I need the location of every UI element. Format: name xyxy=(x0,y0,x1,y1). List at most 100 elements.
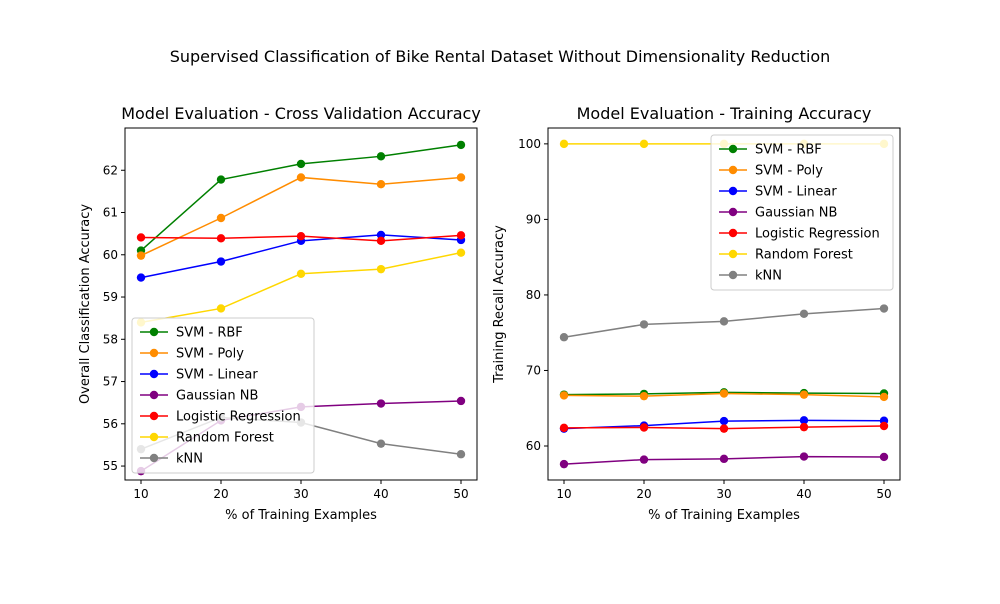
cv-data-point xyxy=(136,233,146,242)
cv-legend-label: kNN xyxy=(176,452,203,467)
training-chart-title: Model Evaluation - Training Accuracy xyxy=(577,104,872,123)
cv-legend-marker xyxy=(149,390,159,400)
cv-xtick-label: 20 xyxy=(213,487,228,501)
training-legend-label: Gaussian NB xyxy=(755,206,837,221)
cv-data-point xyxy=(456,248,466,257)
cv-ytick-label: 57 xyxy=(103,375,118,389)
cv-legend-label: SVM - Poly xyxy=(176,347,244,362)
cv-legend-marker xyxy=(149,369,159,379)
training-data-point xyxy=(719,424,729,433)
training-data-point xyxy=(559,391,569,400)
training-chart-ylabel: Training Recall Accuracy xyxy=(492,225,507,384)
training-legend-marker xyxy=(728,186,738,196)
training-data-point xyxy=(559,139,569,149)
training-legend-box xyxy=(710,134,894,291)
training-data-point xyxy=(719,416,729,426)
cv-ytick-label: 62 xyxy=(103,163,118,177)
training-legend-label: SVM - Poly xyxy=(755,164,823,179)
cv-ytick-label: 56 xyxy=(103,417,118,431)
training-data-point xyxy=(559,459,569,469)
cv-data-point xyxy=(216,213,226,223)
training-legend: SVM - RBF SVM - Poly SVM - Linear Gaussian … xyxy=(710,134,894,291)
cv-data-point xyxy=(456,396,466,406)
training-legend-label: SVM - Linear xyxy=(755,185,837,200)
cv-legend-marker xyxy=(149,348,159,358)
cv-legend-box xyxy=(131,317,315,474)
cv-chart-title: Model Evaluation - Cross Validation Accu… xyxy=(121,104,481,123)
training-axes-frame xyxy=(547,127,901,481)
training-accuracy-chart: Model Evaluation - Training Accuracy % o… xyxy=(492,104,901,523)
cv-data-point xyxy=(216,257,226,266)
training-data-point xyxy=(879,452,889,462)
training-data-point xyxy=(639,139,649,149)
training-legend-marker xyxy=(728,270,738,280)
training-legend-label: Logistic Regression xyxy=(755,227,880,242)
cv-data-point xyxy=(296,269,306,278)
cv-data-point xyxy=(456,140,466,150)
training-xtick-label: 20 xyxy=(636,487,651,501)
cv-data-point xyxy=(376,152,386,161)
cv-data-point xyxy=(296,173,306,182)
training-legend-marker xyxy=(728,207,738,217)
figure-suptitle: Supervised Classification of Bike Rental… xyxy=(170,47,831,66)
cv-legend-marker xyxy=(149,453,159,463)
training-data-point xyxy=(639,423,649,432)
training-data-point xyxy=(559,333,569,342)
cv-data-point xyxy=(296,159,306,169)
cv-series-line xyxy=(140,251,462,324)
cv-data-point xyxy=(376,180,386,189)
training-data-point xyxy=(559,423,569,433)
cv-ytick-label: 58 xyxy=(103,332,118,346)
cv-data-point xyxy=(456,173,466,182)
training-data-point xyxy=(879,304,889,313)
cv-axes-frame xyxy=(124,127,478,481)
cv-chart-xlabel: % of Training Examples xyxy=(225,508,377,523)
training-xtick-label: 30 xyxy=(716,487,731,501)
cv-legend-marker xyxy=(149,327,159,337)
cv-accuracy-chart: Model Evaluation - Cross Validation Accu… xyxy=(78,104,481,523)
cv-xtick-label: 30 xyxy=(293,487,308,501)
training-data-point xyxy=(639,391,649,401)
training-legend-marker xyxy=(728,165,738,175)
cv-legend: SVM - RBF SVM - Poly SVM - Linear Gaussian … xyxy=(131,317,315,474)
training-ytick-label: 60 xyxy=(526,439,541,453)
cv-data-point xyxy=(376,264,386,274)
training-xtick-label: 10 xyxy=(556,487,571,501)
cv-data-point xyxy=(296,231,306,241)
cv-legend-marker xyxy=(149,432,159,442)
training-ytick-label: 80 xyxy=(526,288,541,302)
cv-legend-marker xyxy=(149,411,159,421)
cv-data-point xyxy=(376,439,386,448)
cv-chart-ylabel: Overall Classification Accuracy xyxy=(78,204,93,404)
cv-legend-label: SVM - RBF xyxy=(176,326,243,341)
training-data-point xyxy=(799,422,809,432)
cv-data-point xyxy=(376,399,386,408)
training-xtick-label: 50 xyxy=(876,487,891,501)
cv-data-point xyxy=(456,231,466,240)
training-data-point xyxy=(719,454,729,464)
cv-data-point xyxy=(136,273,146,282)
cv-data-point xyxy=(136,251,146,260)
cv-legend-label: Random Forest xyxy=(176,431,274,446)
cv-xtick-label: 50 xyxy=(453,487,468,501)
training-data-point xyxy=(719,389,729,398)
training-legend-marker xyxy=(728,228,738,238)
cv-ytick-label: 55 xyxy=(103,459,118,473)
training-data-point xyxy=(879,392,889,402)
cv-data-point xyxy=(376,230,386,240)
training-data-point xyxy=(799,309,809,319)
training-legend-label: Random Forest xyxy=(755,248,853,263)
training-data-point xyxy=(639,455,649,464)
cv-data-point xyxy=(456,450,466,459)
cv-ytick-label: 59 xyxy=(103,290,118,304)
cv-xtick-label: 40 xyxy=(373,487,388,501)
training-legend-marker xyxy=(728,144,738,154)
training-data-point xyxy=(639,320,649,329)
training-chart-xlabel: % of Training Examples xyxy=(648,508,800,523)
cv-data-point xyxy=(216,175,226,184)
training-legend-label: kNN xyxy=(755,269,782,284)
cv-ytick-label: 61 xyxy=(103,206,118,220)
training-xtick-label: 40 xyxy=(796,487,811,501)
